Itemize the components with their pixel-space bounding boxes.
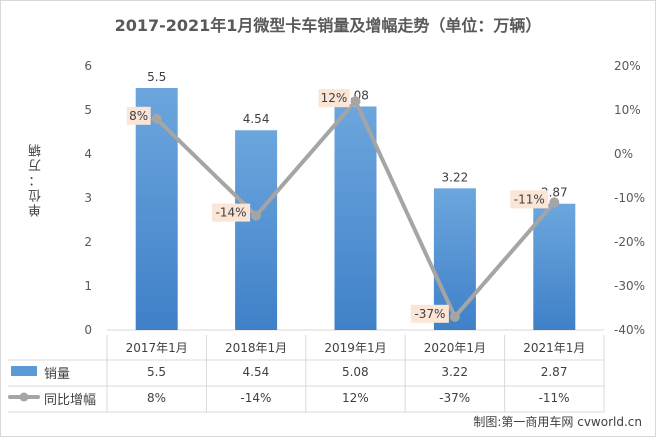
line-label-box	[510, 190, 549, 209]
bar-value-label: 3.22	[442, 170, 469, 184]
x-category-label: 2020年1月	[424, 341, 486, 355]
y2-tick-label: 20%	[614, 59, 641, 73]
table-cell: -37%	[439, 391, 471, 405]
table-cell: 5.08	[341, 365, 369, 379]
bar	[533, 203, 576, 330]
line-value-label: 12%	[321, 91, 348, 105]
y-tick-label: 1	[84, 279, 92, 293]
bar	[235, 130, 278, 330]
line-marker	[251, 210, 262, 221]
line-value-label: -37%	[414, 307, 445, 321]
y-tick-label: 5	[84, 103, 92, 117]
line-value-label: -11%	[514, 192, 545, 206]
y2-tick-label: -20%	[614, 235, 645, 249]
y-tick-label: 3	[84, 191, 92, 205]
line-marker	[151, 113, 162, 124]
line-label-box	[212, 203, 251, 222]
table-cell: 4.54	[242, 365, 270, 379]
y-tick-label: 0	[84, 323, 92, 337]
legend-label-yoy: 同比增幅	[44, 393, 97, 408]
y2-tick-label: -40%	[614, 323, 645, 337]
legend-key-sales	[11, 366, 37, 376]
line-value-label: -14%	[216, 206, 247, 220]
chart-title: 2017-2021年1月微型卡车销量及增幅走势（单位：万辆）	[114, 16, 542, 35]
line-marker	[449, 311, 460, 322]
legend-key-yoy-marker	[19, 392, 29, 402]
x-category-label: 2021年1月	[523, 341, 585, 355]
x-category-label: 2019年1月	[324, 341, 386, 355]
table-cell: -11%	[538, 391, 570, 405]
x-category-label: 2018年1月	[225, 341, 287, 355]
bar	[334, 106, 377, 330]
bar-value-label: 5.5	[147, 70, 166, 84]
line-label-box	[126, 106, 151, 125]
y-tick-label: 4	[84, 147, 92, 161]
table-cell: -14%	[240, 391, 272, 405]
y-tick-label: 6	[84, 59, 92, 73]
y2-tick-label: -30%	[614, 279, 645, 293]
table-cell: 8%	[146, 391, 167, 405]
bar-value-label: 4.54	[243, 112, 270, 126]
line-marker	[350, 96, 361, 107]
line-marker	[549, 197, 560, 208]
table-cell: 12%	[341, 391, 369, 405]
table-cell: 2.87	[540, 365, 568, 379]
line-value-label: 8%	[129, 109, 148, 123]
chart-credit: 制图:第一商用车网 cvworld.cn	[473, 415, 642, 429]
legend-label-sales: 销量	[44, 367, 71, 382]
y2-tick-label: 10%	[614, 103, 641, 117]
line-label-box	[318, 89, 350, 108]
table-cell: 5.5	[146, 365, 167, 379]
bar	[135, 88, 178, 330]
y-tick-label: 2	[84, 235, 92, 249]
table-cell: 3.22	[441, 365, 469, 379]
x-category-label: 2017年1月	[126, 341, 188, 355]
line-label-box	[410, 304, 449, 323]
y2-tick-label: 0%	[614, 147, 633, 161]
y2-tick-label: -10%	[614, 191, 645, 205]
